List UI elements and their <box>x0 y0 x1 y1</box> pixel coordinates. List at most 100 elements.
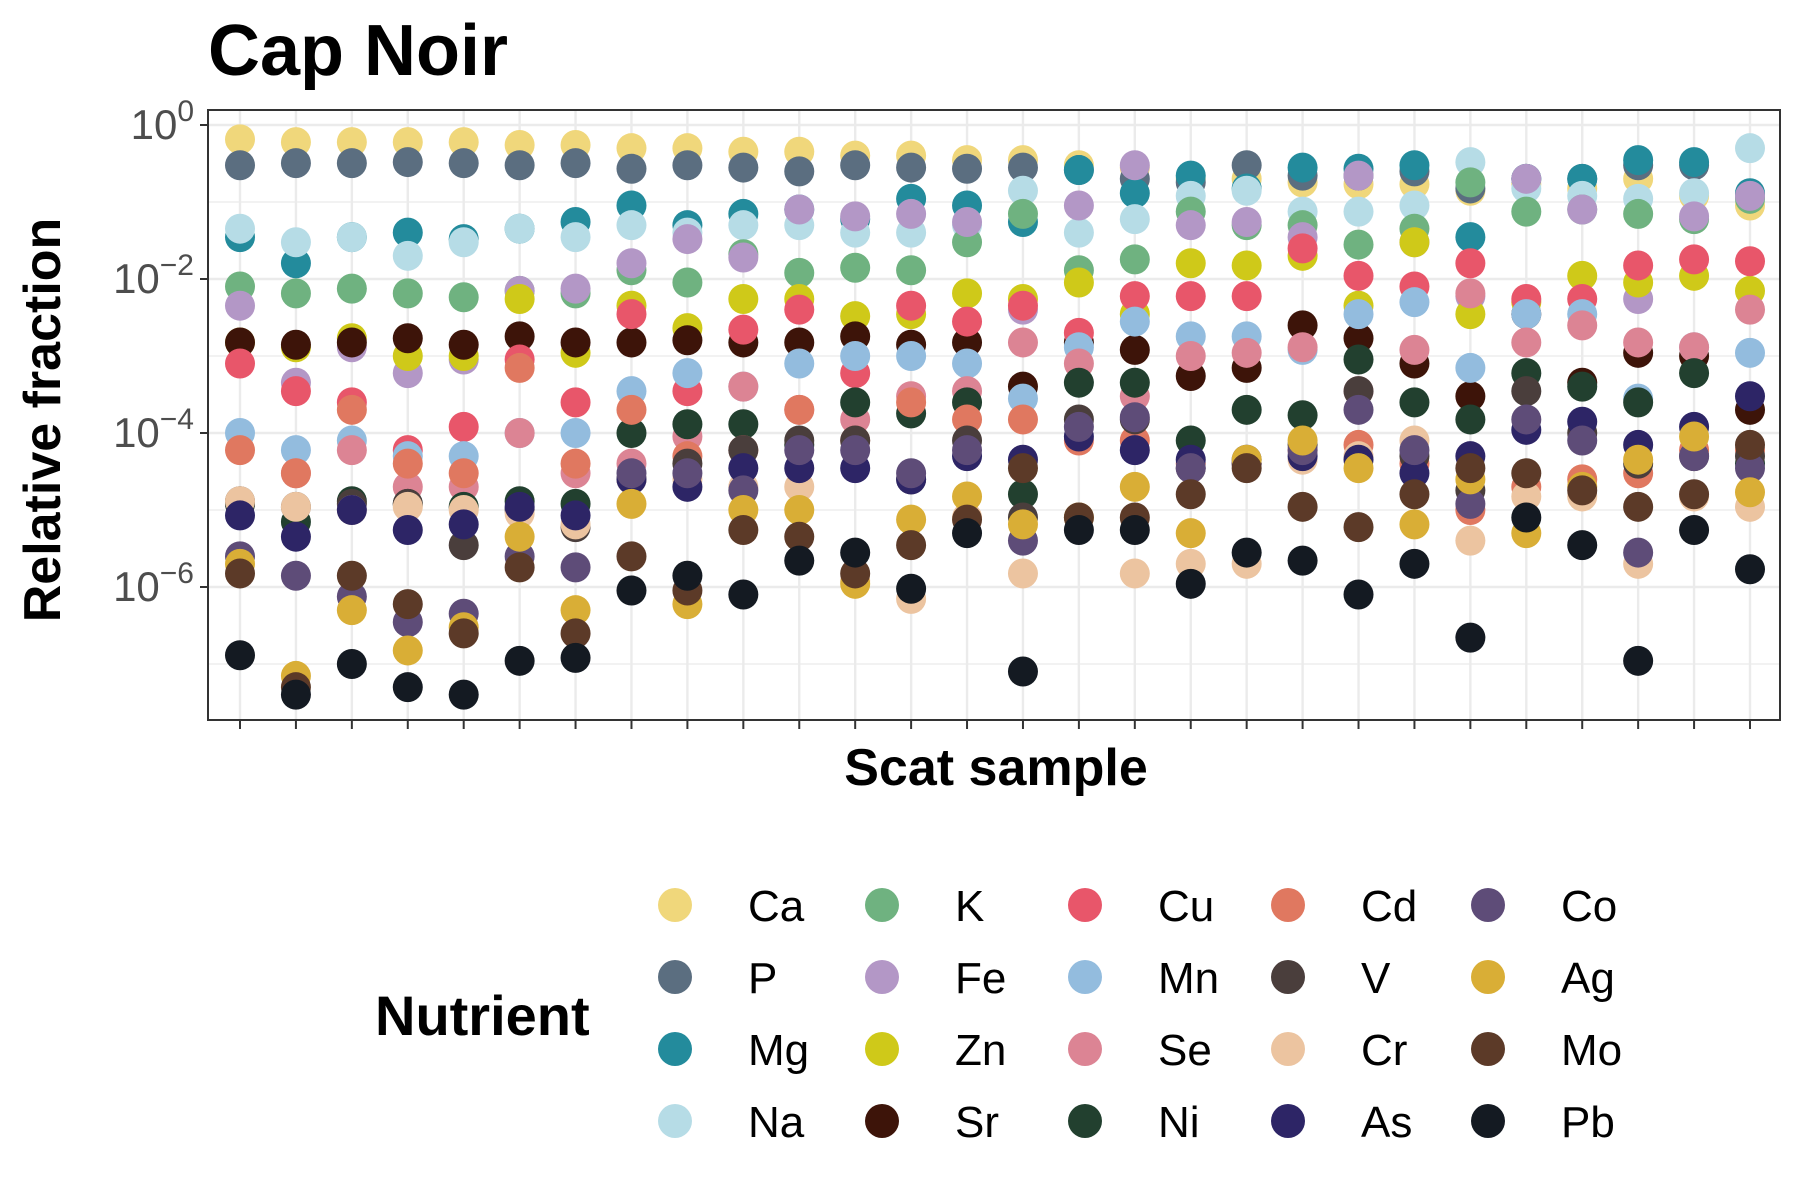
point-Mo <box>1343 512 1374 543</box>
point-Sr <box>616 327 647 358</box>
point-Pb <box>840 537 871 568</box>
point-Mn <box>952 348 983 379</box>
point-Pb <box>1175 568 1206 599</box>
point-As <box>448 509 479 540</box>
point-Cu <box>1231 281 1262 312</box>
point-Sr <box>280 329 311 360</box>
point-Pb <box>1063 514 1094 545</box>
point-K <box>672 267 703 298</box>
x-axis-title: Scat sample <box>844 739 1148 797</box>
point-P <box>1231 150 1262 181</box>
point-Mo <box>1399 479 1430 510</box>
point-Pb <box>1735 554 1765 585</box>
point-Cu <box>728 314 759 345</box>
legend-item-Zn: Zn <box>865 1026 1006 1075</box>
point-Pb <box>504 645 535 676</box>
point-Cd <box>896 387 927 418</box>
point-K <box>896 255 927 286</box>
legend-key-Zn <box>865 1032 899 1066</box>
point-Pb <box>616 575 647 606</box>
point-As <box>392 514 423 545</box>
legend-key-Sr <box>865 1104 899 1138</box>
point-Zn <box>504 283 535 314</box>
point-As <box>728 453 759 484</box>
point-Fe <box>896 198 927 229</box>
point-Na <box>225 213 255 244</box>
point-Pb <box>1511 502 1542 533</box>
point-Se <box>1623 327 1654 358</box>
point-Ag <box>1343 453 1374 484</box>
point-Cr <box>1511 481 1542 512</box>
point-Mn <box>1399 287 1430 318</box>
point-Mo <box>336 560 367 591</box>
point-Mn <box>1119 306 1150 337</box>
legend-item-Pb: Pb <box>1471 1098 1615 1147</box>
point-K <box>1343 229 1374 260</box>
point-Sr <box>560 327 591 358</box>
point-Mn <box>1455 352 1486 383</box>
point-Se <box>1567 310 1598 341</box>
point-Mo <box>1287 491 1318 522</box>
point-Na <box>1735 133 1765 164</box>
point-Pb <box>1567 530 1598 561</box>
point-P <box>952 153 983 184</box>
point-P <box>616 153 647 184</box>
y-tick-label: 10−4 <box>113 403 194 456</box>
point-Cu <box>225 348 255 379</box>
legend-key-Ca <box>658 888 692 922</box>
point-Zn <box>1063 267 1094 298</box>
point-Mo <box>896 530 927 561</box>
point-Ni <box>840 387 871 418</box>
point-Cu <box>1175 281 1206 312</box>
point-P <box>672 150 703 181</box>
point-Ni <box>728 409 759 440</box>
point-Co <box>1567 425 1598 456</box>
legend-label-Mg: Mg <box>748 1026 809 1075</box>
point-Ni <box>1007 479 1038 510</box>
chart-title: Cap Noir <box>208 11 508 91</box>
point-Mn <box>280 435 311 466</box>
point-Na <box>1679 178 1710 209</box>
point-Zn <box>728 283 759 314</box>
point-Ag <box>1735 477 1765 508</box>
point-As <box>560 500 591 531</box>
point-K <box>1119 244 1150 275</box>
point-Na <box>448 227 479 258</box>
legend-key-Se <box>1068 1032 1102 1066</box>
point-Pb <box>225 640 255 671</box>
legend-key-Pb <box>1471 1104 1505 1138</box>
point-Cd <box>504 352 535 383</box>
point-Co <box>280 560 311 591</box>
point-Fe <box>1511 163 1542 194</box>
point-Pb <box>280 679 311 710</box>
point-Cd <box>784 394 815 425</box>
legend-title: Nutrient <box>375 984 590 1047</box>
point-Co <box>896 458 927 489</box>
point-Na <box>1343 196 1374 227</box>
point-P <box>448 148 479 179</box>
point-K <box>1623 198 1654 229</box>
point-Fe <box>225 290 255 321</box>
point-Ni <box>1567 371 1598 402</box>
point-Pb <box>1287 545 1318 576</box>
legend-item-As: As <box>1271 1098 1412 1147</box>
point-Mn <box>1343 299 1374 330</box>
point-Fe <box>840 201 871 232</box>
point-Cu <box>560 387 591 418</box>
point-Ag <box>1399 509 1430 540</box>
point-Fe <box>1343 160 1374 191</box>
legend-key-K <box>865 888 899 922</box>
point-Cu <box>280 376 311 407</box>
point-Mg <box>280 248 311 279</box>
legend-label-Na: Na <box>748 1098 805 1147</box>
point-Mo <box>616 541 647 572</box>
point-Cu <box>1287 233 1318 264</box>
legend-label-Ag: Ag <box>1561 954 1615 1003</box>
point-Pb <box>1119 514 1150 545</box>
legend-item-Mn: Mn <box>1068 954 1219 1003</box>
point-Mg <box>1455 222 1486 253</box>
point-Na <box>560 222 591 253</box>
point-Se <box>728 371 759 402</box>
point-P <box>896 152 927 183</box>
point-Mo <box>1175 479 1206 510</box>
